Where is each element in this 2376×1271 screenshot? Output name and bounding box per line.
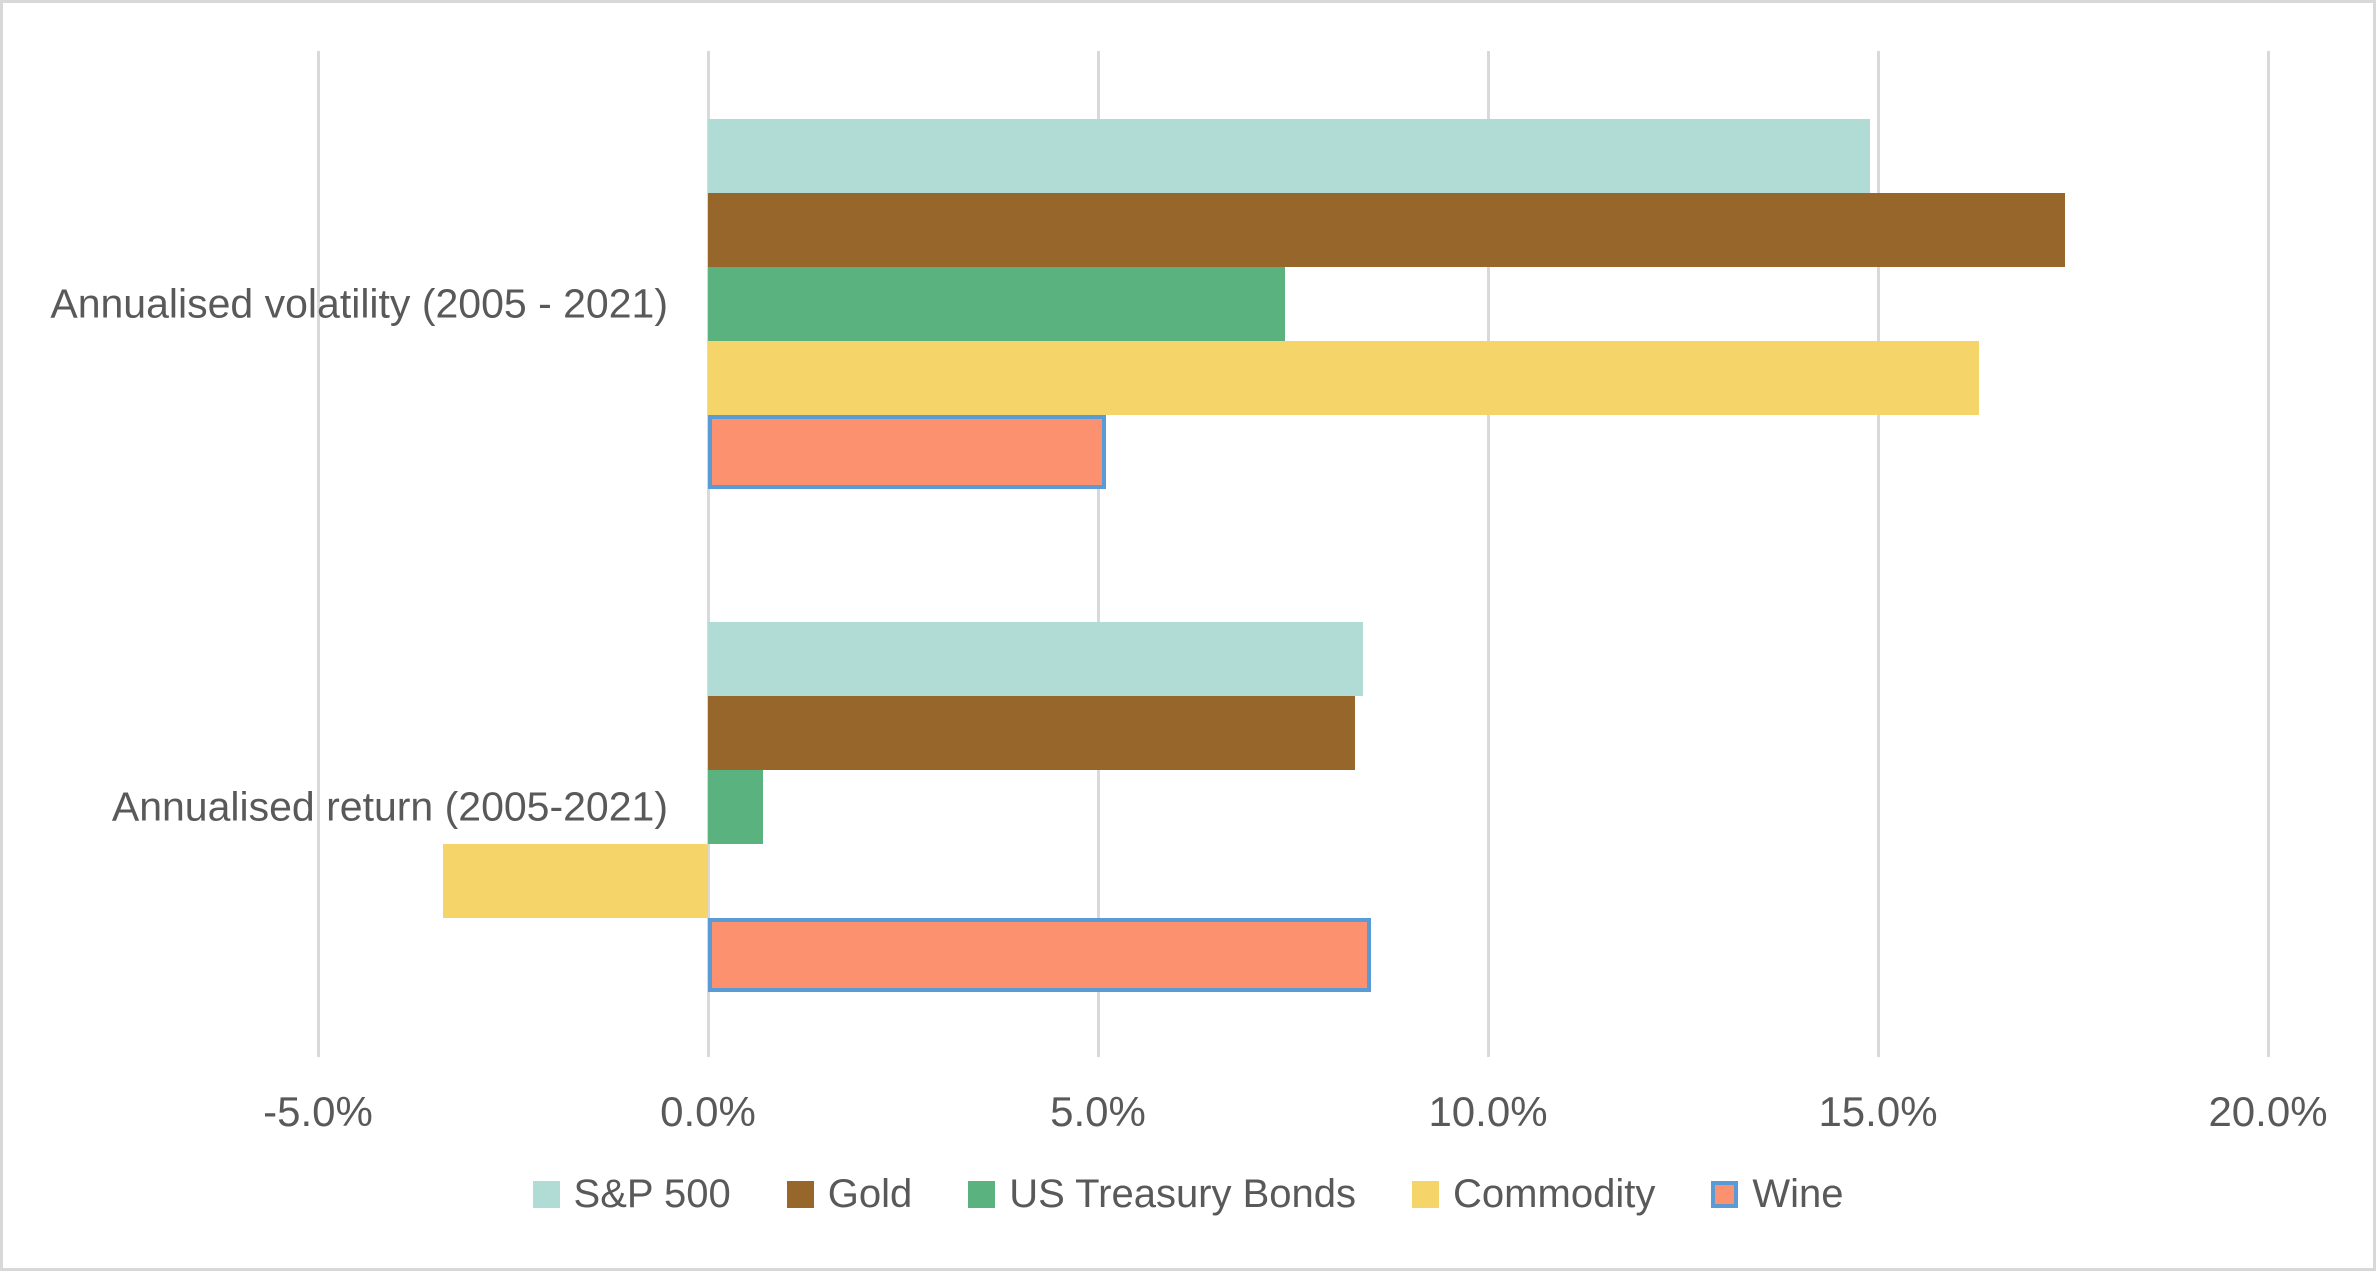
legend-label-us-treasury-bonds: US Treasury Bonds — [1009, 1172, 1357, 1216]
legend-swatch-s-p-500 — [532, 1181, 560, 1208]
category-label-annualised-return-2005-2021: Annualised return (2005-2021) — [111, 783, 668, 830]
x-tick-label-0.0%: 0.0% — [660, 1088, 756, 1135]
legend-label-commodity: Commodity — [1453, 1172, 1656, 1216]
gridline-10.0% — [1487, 51, 1490, 1057]
legend-item-wine: Wine — [1711, 1172, 1843, 1217]
bar-commodity-group2 — [442, 844, 708, 918]
bar-wine-group1 — [708, 415, 1106, 489]
legend-label-wine: Wine — [1752, 1172, 1844, 1216]
x-tick-label-5.0%: 5.0% — [1050, 1088, 1146, 1135]
legend-swatch-us-treasury-bonds — [968, 1181, 996, 1208]
gridline-15.0% — [1877, 51, 1880, 1057]
category-label-annualised-volatility-2005-202: Annualised volatility (2005 - 2021) — [50, 280, 668, 327]
legend-swatch-wine — [1711, 1181, 1739, 1208]
bar-s-p-500-group2 — [708, 622, 1364, 696]
legend-swatch-commodity — [1412, 1181, 1440, 1208]
bar-us-treasury-bonds-group2 — [708, 770, 763, 844]
bar-wine-group2 — [708, 918, 1371, 992]
x-tick-label-10.0%: 10.0% — [1428, 1088, 1548, 1135]
gridline-20.0% — [2267, 51, 2270, 1057]
gridline-5.0% — [1097, 51, 1100, 1057]
bar-us-treasury-bonds-group1 — [708, 267, 1286, 341]
bar-commodity-group1 — [708, 341, 1980, 415]
legend-item-s-p-500: S&P 500 — [532, 1172, 731, 1217]
legend: S&P 500 Gold US Treasury Bonds Commodity Win… — [0, 1172, 2376, 1217]
bar-gold-group1 — [708, 193, 2066, 267]
bar-s-p-500-group1 — [708, 119, 1871, 193]
gridline-0.0% — [707, 51, 710, 1057]
legend-label-s-p-500: S&P 500 — [573, 1172, 731, 1216]
x-tick-label--5.0%: -5.0% — [263, 1088, 373, 1135]
legend-item-gold: Gold — [786, 1172, 913, 1217]
bar-gold-group2 — [708, 696, 1356, 770]
gridline--5.0% — [317, 51, 320, 1057]
legend-label-gold: Gold — [827, 1172, 913, 1216]
legend-item-us-treasury-bonds: US Treasury Bonds — [968, 1172, 1356, 1217]
legend-swatch-gold — [786, 1181, 814, 1208]
x-tick-label-20.0%: 20.0% — [2208, 1088, 2328, 1135]
legend-item-commodity: Commodity — [1412, 1172, 1655, 1217]
x-tick-label-15.0%: 15.0% — [1818, 1088, 1938, 1135]
